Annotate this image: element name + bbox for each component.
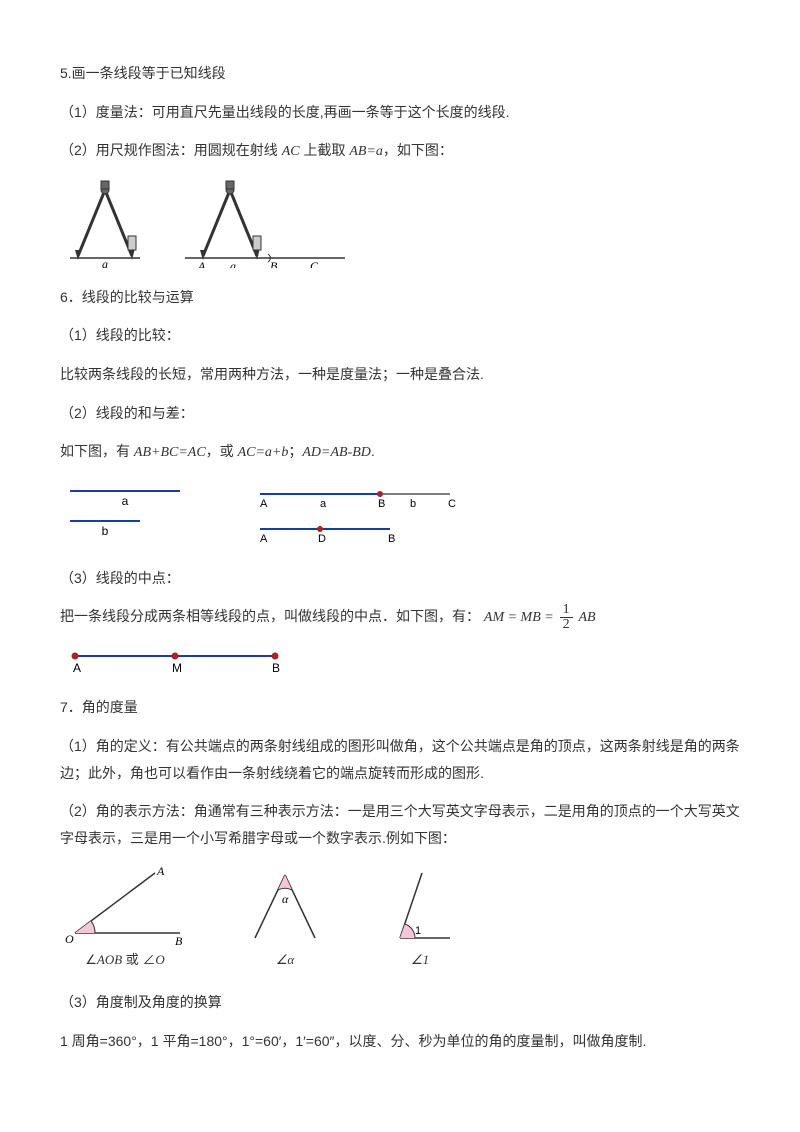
- s7-p4: 1 周角=360°，1 平角=180°，1°=60′，1′=60″，以度、分、秒…: [60, 1028, 740, 1055]
- s6-eq3: AD=AB-BD: [302, 445, 371, 460]
- ang-alpha: α: [282, 892, 289, 906]
- mp-A: A: [73, 661, 81, 674]
- seg-right: A a B b C A D B: [250, 479, 460, 549]
- s6-title: 6．线段的比较与运算: [60, 284, 740, 311]
- s6-p2: 比较两条线段的长短，常用两种方法，一种是度量法；一种是叠合法.: [60, 361, 740, 388]
- s6-suffix: .: [371, 443, 375, 459]
- cap2: ∠α: [276, 952, 294, 967]
- labb: b: [410, 498, 416, 510]
- angle-figures: A O B ∠AOB 或 ∠O α ∠α 1 ∠1: [60, 863, 740, 973]
- angle-fig3: 1 ∠1: [380, 863, 460, 973]
- s6-p1: （1）线段的比较：: [60, 322, 740, 349]
- s6-p6: 把一条线段分成两条相等线段的点，叫做线段的中点．如下图，有： AM = MB =…: [60, 603, 740, 632]
- laba: a: [320, 498, 327, 510]
- midpoint-figure: A M B: [60, 644, 740, 674]
- labB2: B: [388, 533, 395, 545]
- s5-p1: （1）度量法：可用直尺先量出线段的长度,再画一条等于这个长度的线段.: [60, 99, 740, 126]
- compass-left: a: [60, 178, 150, 268]
- s6-p4: 如下图，有 AB+BC=AC，或 AC=a+b；AD=AB-BD.: [60, 438, 740, 467]
- compass-B: B: [270, 259, 278, 268]
- seg-a: a: [122, 494, 129, 508]
- compass-figure: a A a B C: [60, 178, 740, 268]
- s6-p3: （2）线段的和与差：: [60, 400, 740, 427]
- s5-p2-prefix: （2）用尺规作图法：用圆规在射线: [60, 142, 282, 158]
- s6-mid2: ；: [288, 443, 302, 459]
- s5-title: 5.画一条线段等于已知线段: [60, 60, 740, 87]
- s7-p3: （3）角度制及角度的换算: [60, 989, 740, 1016]
- s7-p2: （2）角的表示方法：角通常有三种表示方法：一是用三个大写英文字母表示，二是用角的…: [60, 798, 740, 851]
- cap1-p1: ∠: [85, 952, 97, 967]
- angle-fig1: A O B ∠AOB 或 ∠O: [60, 863, 190, 973]
- ang-B: B: [175, 934, 183, 948]
- mp-M: M: [172, 661, 182, 674]
- cap1-or: 或 ∠: [122, 952, 155, 967]
- labD: D: [318, 533, 326, 545]
- s5-p2-suffix: ，如下图：: [383, 142, 453, 158]
- mp-B: B: [272, 661, 280, 674]
- seg-b: b: [102, 524, 109, 538]
- angle-cap1: ∠AOB 或 ∠O: [60, 948, 190, 973]
- labC: C: [448, 498, 456, 510]
- s5-p2-ab: AB=a: [349, 144, 383, 159]
- s6-p6-ab: AB: [579, 611, 596, 626]
- s5-p2-mid: 上截取: [300, 142, 350, 158]
- labA: A: [260, 498, 268, 510]
- ang-1: 1: [415, 925, 421, 937]
- s7-p1: （1）角的定义：有公共端点的两条射线组成的图形叫做角，这个公共端点是角的顶点，这…: [60, 733, 740, 786]
- angle-cap3: ∠1: [380, 948, 460, 973]
- s6-p4-prefix: 如下图，有: [60, 443, 134, 459]
- s5-p2: （2）用尺规作图法：用圆规在射线 AC 上截取 AB=a，如下图：: [60, 137, 740, 166]
- s5-p2-ac: AC: [282, 144, 300, 159]
- compass-C: C: [310, 259, 319, 268]
- compass-a2: a: [230, 259, 236, 268]
- cap1-o: O: [155, 952, 164, 967]
- s6-eq2: AC=a+b: [238, 445, 289, 460]
- labB: B: [378, 498, 385, 510]
- angle-fig2: α ∠α: [240, 863, 330, 973]
- labA2: A: [260, 533, 268, 545]
- cap3: ∠1: [411, 952, 429, 967]
- compass-A: A: [197, 259, 206, 268]
- s6-mid1: ，或: [206, 443, 238, 459]
- fraction-half: 12: [560, 603, 573, 632]
- compass-a-label: a: [102, 257, 108, 268]
- cap1-aob: AOB: [97, 952, 122, 967]
- ang-A: A: [156, 864, 165, 878]
- s7-title: 7．角的度量: [60, 694, 740, 721]
- segment-ab-figure: a b A a B b C A D B: [60, 479, 740, 549]
- angle-cap2: ∠α: [240, 948, 330, 973]
- s6-p5: （3）线段的中点：: [60, 565, 740, 592]
- seg-left: a b: [60, 479, 190, 539]
- s6-p6-prefix: 把一条线段分成两条相等线段的点，叫做线段的中点．如下图，有：: [60, 609, 480, 625]
- s6-eq1: AB+BC=AC: [134, 445, 206, 460]
- compass-right: A a B C: [180, 178, 350, 268]
- s6-p6-eq: AM = MB =: [484, 611, 554, 626]
- ang-O: O: [65, 932, 74, 946]
